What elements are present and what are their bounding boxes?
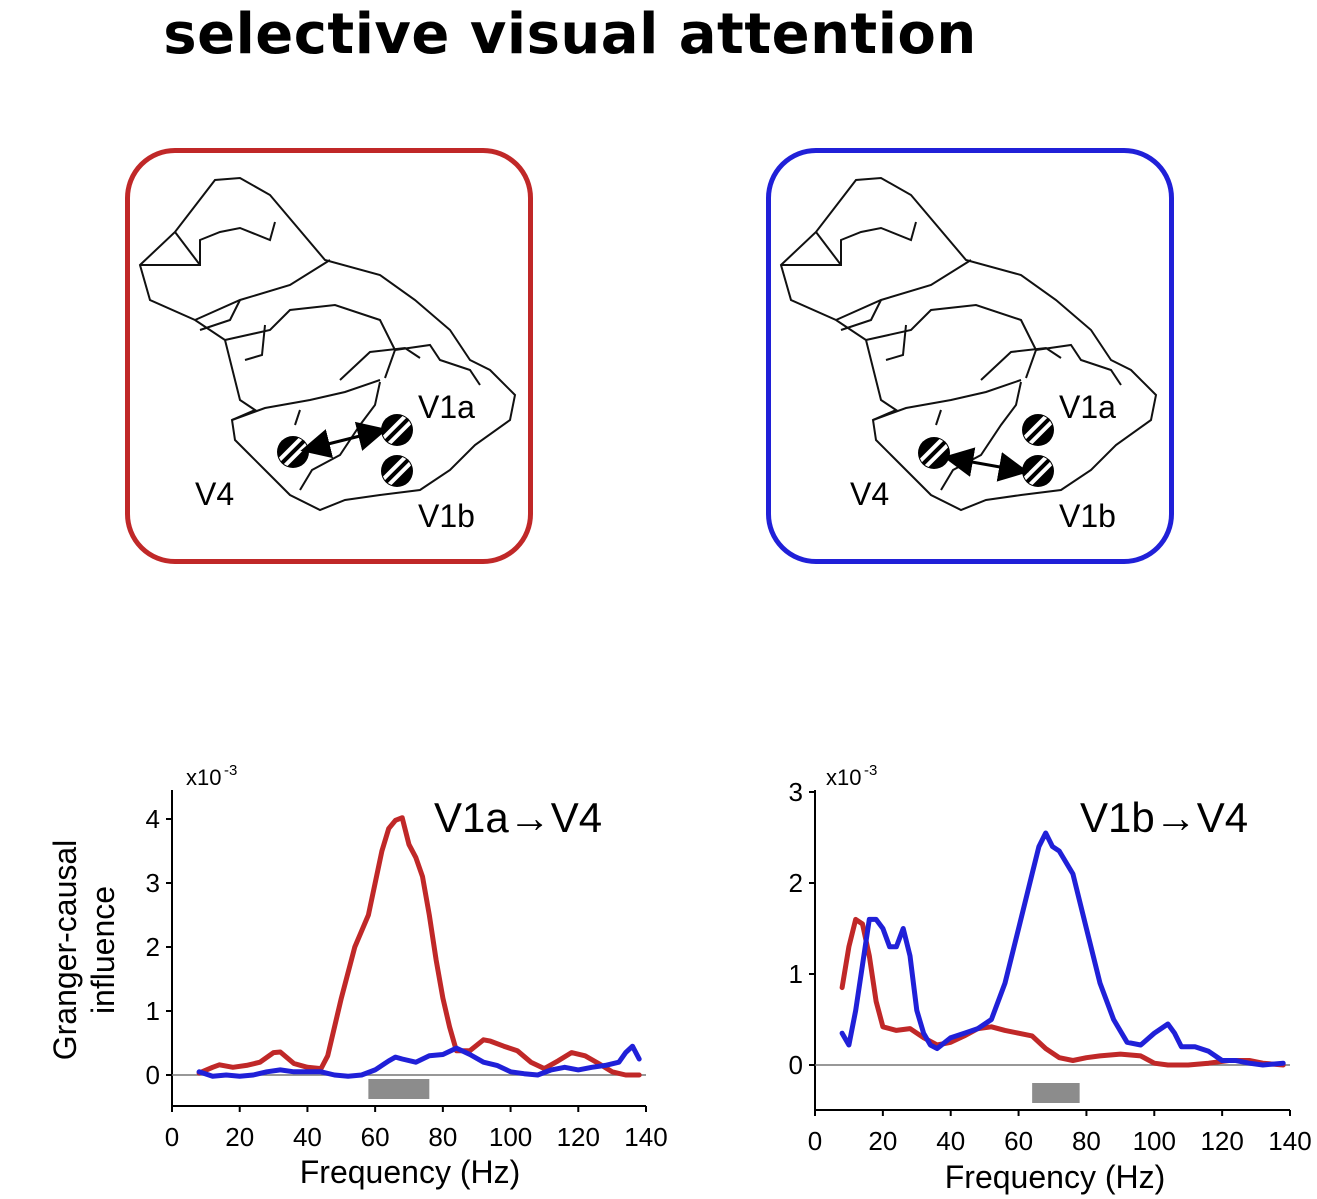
y-tick-label: 0 <box>146 1060 160 1090</box>
panel-attend-v1b <box>766 148 1174 564</box>
y-multiplier: x10 <box>186 765 221 790</box>
x-tick-label: 100 <box>1133 1126 1176 1156</box>
x-tick-label: 20 <box>868 1126 897 1156</box>
x-tick-label: 80 <box>428 1122 457 1152</box>
y-tick-label: 2 <box>789 868 803 898</box>
y-tick-label: 3 <box>789 777 803 807</box>
series-line-red <box>839 916 1286 1068</box>
highlight-band <box>368 1079 430 1099</box>
x-tick-label: 0 <box>165 1122 179 1152</box>
series-line-blue <box>839 830 1286 1068</box>
x-tick-label: 140 <box>1268 1126 1311 1156</box>
y-axis-label-line1: Granger-causal <box>47 840 83 1061</box>
panel-attend-v1a <box>125 148 533 564</box>
y-axis-label: Granger-causal influence <box>47 840 121 1061</box>
y-tick-label: 3 <box>146 868 160 898</box>
y-axis-label-line2: influence <box>85 886 121 1014</box>
series-line-blue <box>196 1043 642 1079</box>
x-axis-label: Frequency (Hz) <box>945 1159 1166 1195</box>
y-tick-label: 0 <box>789 1050 803 1080</box>
y-multiplier-exponent: -3 <box>864 762 877 779</box>
x-tick-label: 120 <box>557 1122 600 1152</box>
chart-title: V1a→V4 <box>434 794 602 841</box>
page-title: selective visual attention <box>163 2 977 67</box>
y-tick-label: 4 <box>146 804 160 834</box>
y-tick-label: 1 <box>789 959 803 989</box>
x-tick-label: 60 <box>361 1122 390 1152</box>
x-tick-label: 20 <box>225 1122 254 1152</box>
x-tick-label: 0 <box>808 1126 822 1156</box>
y-tick-label: 2 <box>146 932 160 962</box>
x-tick-label: 120 <box>1200 1126 1243 1156</box>
series-line-red <box>196 815 642 1078</box>
y-multiplier-exponent: -3 <box>224 762 237 779</box>
x-tick-label: 100 <box>489 1122 532 1152</box>
x-tick-label: 140 <box>624 1122 667 1152</box>
chart-title: V1b→V4 <box>1080 794 1248 841</box>
x-tick-label: 60 <box>1004 1126 1033 1156</box>
highlight-band <box>1032 1083 1080 1103</box>
y-multiplier: x10 <box>826 765 861 790</box>
y-tick-label: 1 <box>146 996 160 1026</box>
x-tick-label: 80 <box>1072 1126 1101 1156</box>
x-tick-label: 40 <box>293 1122 322 1152</box>
x-tick-label: 40 <box>936 1126 965 1156</box>
x-axis-label: Frequency (Hz) <box>300 1154 521 1190</box>
